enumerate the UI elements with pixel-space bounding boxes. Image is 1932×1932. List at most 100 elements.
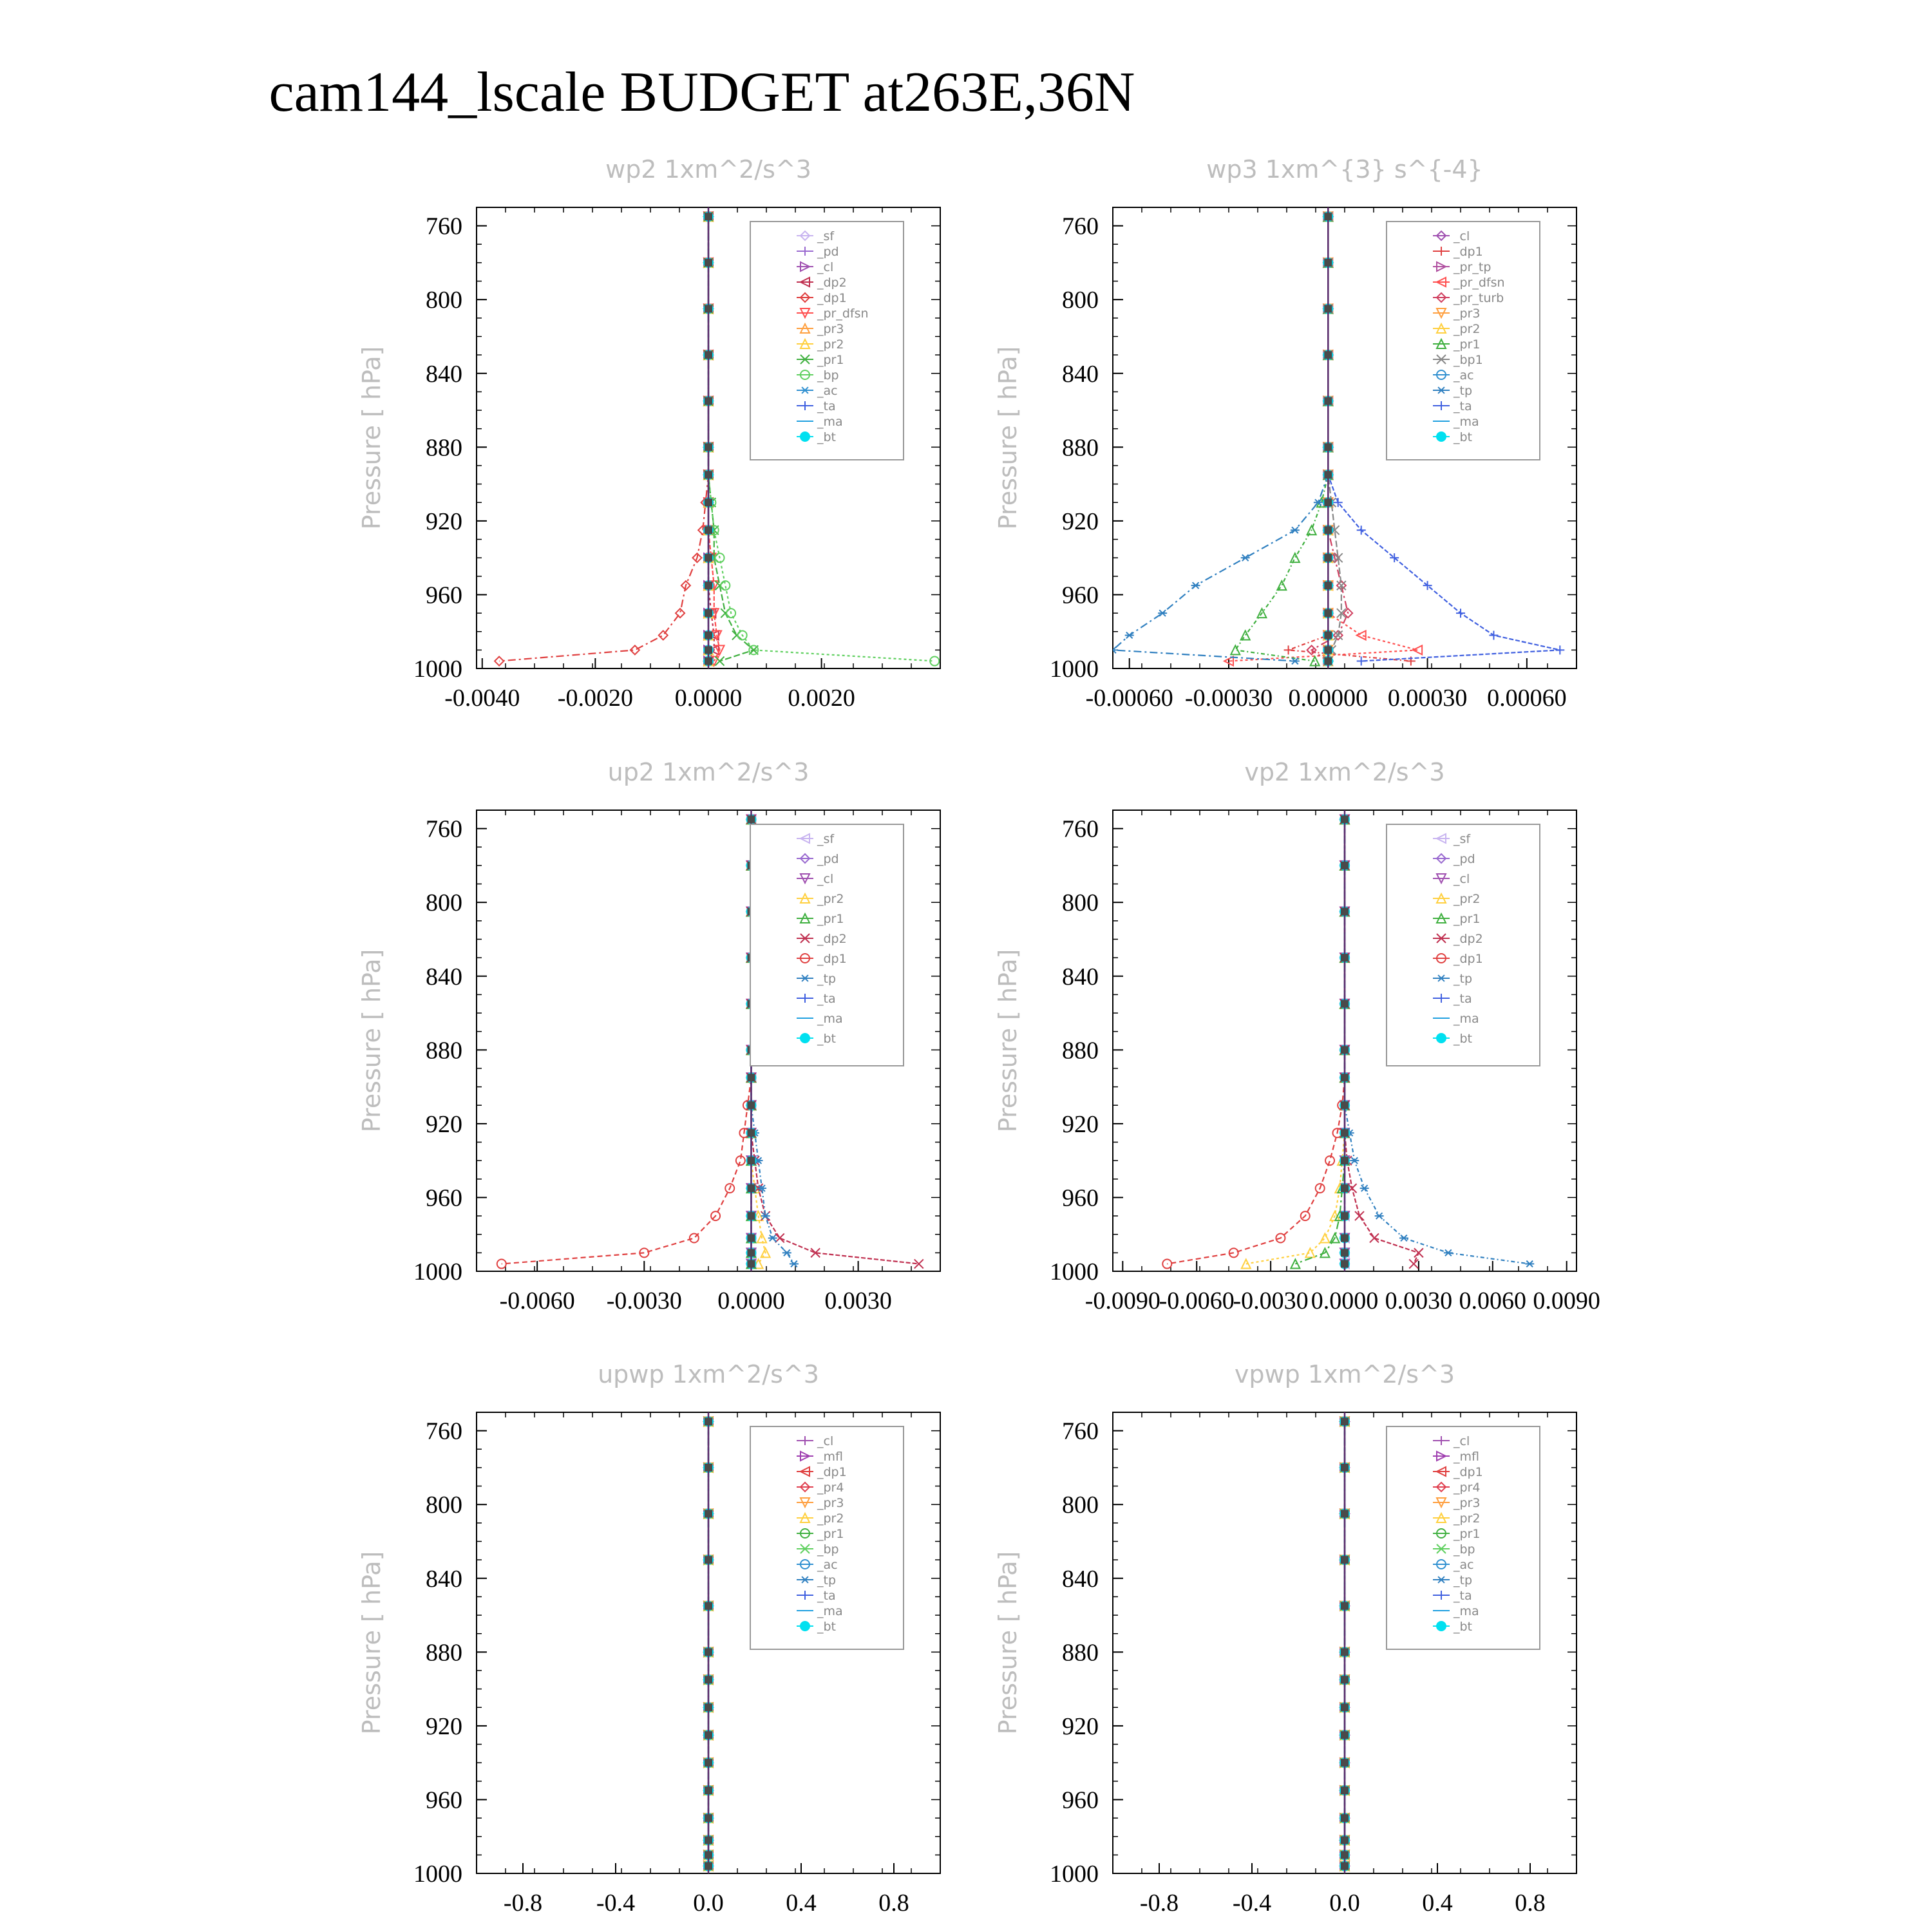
- series-tp: [1113, 213, 1333, 665]
- data-point: [1341, 1249, 1349, 1257]
- legend-label: _cl: [817, 260, 833, 274]
- legend-label: _dp1: [1453, 245, 1483, 259]
- y-tick-label: 880: [426, 1639, 462, 1666]
- legend-marker: [800, 974, 810, 982]
- y-tick-label: 880: [1062, 1639, 1099, 1666]
- panel-5: upwp 1xm^2/s^3 Pressure [ hPa] 760 800 840 88…: [357, 1360, 941, 1917]
- legend-marker: [800, 370, 810, 380]
- data-point: [747, 1074, 755, 1082]
- data-point: [1341, 1731, 1349, 1739]
- data-point: [1324, 582, 1332, 590]
- legend-item: _pr2: [1433, 892, 1480, 906]
- legend-marker: [799, 337, 811, 349]
- x-tick-label: -0.4: [596, 1889, 635, 1917]
- data-point: [1324, 443, 1332, 451]
- legend-label: _ma: [817, 1012, 843, 1026]
- legend-item: _sf: [797, 229, 835, 243]
- legend-item: _ac: [1433, 368, 1474, 383]
- series-line: [707, 216, 715, 662]
- series-line: [1310, 216, 1349, 662]
- legend-label: _bt: [1453, 1032, 1472, 1046]
- legend-marker: [1435, 292, 1447, 303]
- data-point: [1341, 954, 1349, 962]
- data-point: [1113, 646, 1117, 654]
- legend-item: _bt: [1433, 1032, 1472, 1046]
- legend-item: _pr3: [797, 1496, 844, 1510]
- y-tick-label: 840: [426, 963, 462, 990]
- legend-marker: [800, 431, 810, 442]
- data-point: [705, 1851, 712, 1859]
- legend-item: _pr2: [797, 1511, 844, 1526]
- y-tick-label: 840: [1062, 361, 1099, 388]
- legend-item: _mfl: [797, 1450, 843, 1464]
- data-point: [1359, 1184, 1369, 1192]
- minor-ticks: [476, 1412, 941, 1874]
- data-point: [1158, 609, 1168, 617]
- panel-2: wp3 1xm^{3} s^{-4} Pressure [ hPa] 760 800 8…: [994, 155, 1577, 712]
- data-point: [705, 1463, 712, 1472]
- data-point: [782, 1249, 791, 1256]
- legend-item: _bt: [1433, 430, 1472, 444]
- y-tick-label: 800: [1062, 889, 1099, 916]
- y-tick-label: 840: [426, 361, 462, 388]
- x-tick-label: 0.0000: [675, 685, 743, 712]
- x-tick-label: 0.4: [786, 1889, 817, 1917]
- legend-marker: [799, 230, 811, 242]
- data-point: [1240, 554, 1250, 562]
- data-point: [1275, 1233, 1286, 1244]
- data-point: [1289, 1258, 1302, 1269]
- legend-item: _cl: [1433, 1434, 1470, 1448]
- data-point: [1341, 1417, 1349, 1426]
- data-point: [1305, 524, 1318, 536]
- y-tick-label: 920: [1062, 1111, 1099, 1138]
- legend-marker: [1435, 308, 1447, 319]
- legend-label: _pr4: [817, 1481, 844, 1495]
- legend-marker: [800, 1450, 811, 1462]
- data-point: [720, 580, 731, 591]
- data-point: [710, 1211, 721, 1222]
- legend-marker: [799, 873, 811, 885]
- x-tick-label: 0.0: [693, 1889, 724, 1917]
- data-point: [1341, 907, 1349, 916]
- data-point: [1423, 581, 1432, 591]
- data-point: [493, 656, 505, 667]
- legend-item: _pd: [797, 245, 839, 259]
- legend-marker: [800, 401, 810, 410]
- legend-label: _sf: [1453, 832, 1471, 846]
- data-point: [1336, 580, 1347, 591]
- data-point: [705, 1814, 712, 1823]
- legend-label: _cl: [1453, 1434, 1470, 1448]
- data-point: [1309, 655, 1321, 667]
- legend-label: _tp: [817, 972, 836, 986]
- data-point: [705, 582, 712, 590]
- data-point: [724, 1183, 735, 1194]
- legend-label: _pr2: [817, 892, 844, 906]
- data-point: [1333, 498, 1343, 507]
- data-point: [1374, 1212, 1384, 1220]
- x-tick-label: -0.0060: [500, 1287, 575, 1314]
- legend-item: _pd: [797, 852, 839, 866]
- legend-item: _ma: [797, 1604, 843, 1618]
- legend-label: _bt: [817, 430, 836, 444]
- y-tick-label: 760: [426, 213, 462, 240]
- legend-marker: [799, 1511, 811, 1523]
- data-point: [1341, 1234, 1349, 1242]
- legend-item: _pr3: [1433, 307, 1480, 321]
- data-point: [1313, 498, 1323, 506]
- legend-marker: [1436, 1450, 1448, 1462]
- data-point: [1324, 351, 1332, 359]
- legend-marker: [1436, 261, 1448, 272]
- y-tick-label: 920: [426, 508, 462, 535]
- legend-label: _tp: [1453, 384, 1472, 398]
- legend-item: _ta: [1433, 1589, 1472, 1603]
- legend-label: _bt: [817, 1620, 836, 1634]
- x-tick-label: 0.8: [878, 1889, 909, 1917]
- y-tick-label: 800: [1062, 287, 1099, 314]
- x-tick-label: -0.0090: [1085, 1287, 1160, 1314]
- y-tick-label: 960: [426, 582, 462, 609]
- data-point: [1354, 1211, 1365, 1221]
- data-point: [768, 1234, 777, 1242]
- legend-item: _pr1: [797, 1527, 844, 1541]
- legend-label: _bt: [1453, 430, 1472, 444]
- data-point: [705, 443, 712, 451]
